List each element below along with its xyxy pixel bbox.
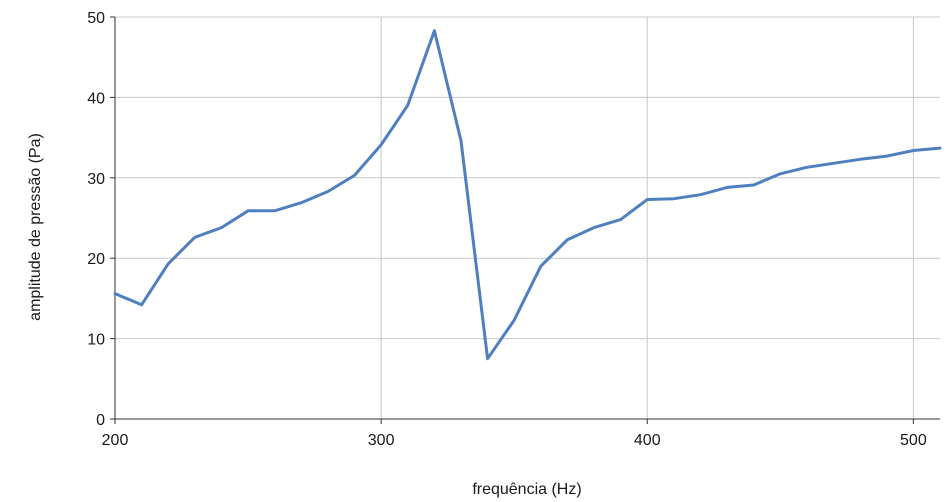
series [113,29,942,361]
y-tick-label: 20 [87,251,105,268]
y-tick-label: 0 [96,412,105,429]
series-line-0 [113,29,942,361]
y-tick-label: 40 [87,90,105,107]
axes [110,16,940,424]
y-tick-label: 10 [87,332,105,349]
tick-labels: 0 10 20 30 40 50 200 300 400 500 [87,10,927,449]
x-tick-label: 400 [634,432,661,449]
y-axis-title: amplitude de pressão (Pa) [27,133,44,321]
grid-lines [115,16,940,419]
x-axis-title: frequência (Hz) [472,481,581,498]
x-tick-label: 200 [102,432,129,449]
x-tick-label: 500 [900,432,927,449]
x-tick-label: 300 [368,432,395,449]
y-tick-label: 30 [87,171,105,188]
y-tick-label: 50 [87,10,105,27]
